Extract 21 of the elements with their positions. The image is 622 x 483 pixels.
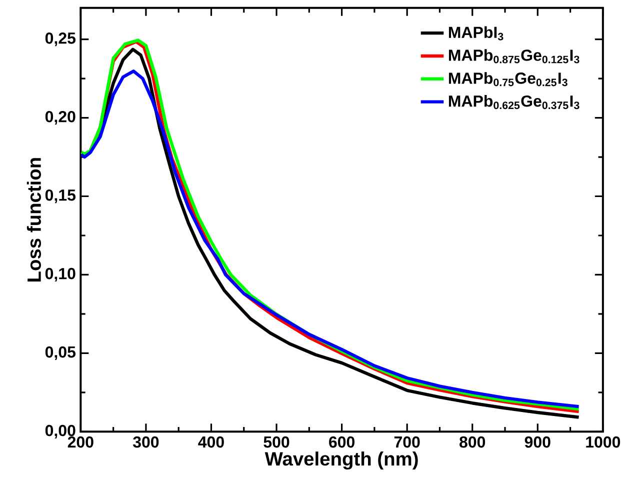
x-tick-label: 1000 — [586, 436, 620, 448]
x-tick-label: 400 — [198, 436, 224, 448]
x-tick-label: 300 — [132, 436, 159, 448]
x-tick-label: 600 — [329, 436, 354, 448]
y-tick-label: 0,00 — [45, 424, 76, 438]
x-tick-label: 500 — [264, 436, 290, 448]
y-tick-label: 0,15 — [45, 189, 76, 204]
y-tick-label: 0,05 — [45, 346, 76, 360]
x-tick-label: 700 — [394, 436, 420, 448]
legend-label: MAPb$_{0.875}$Ge$_{0.125}$I$_{3}$ — [448, 49, 580, 64]
y-tick-label: 0,10 — [45, 268, 76, 282]
y-tick-label: 0,25 — [45, 32, 76, 46]
legend-label: MAPb$_{0.75}$Ge$_{0.25}$I$_{3}$ — [448, 72, 568, 86]
y-axis-title: Loss function — [26, 158, 41, 282]
y-tick-label: 0,20 — [45, 110, 76, 125]
legend-label: MAPbI$_{3}$ — [448, 26, 504, 40]
x-tick-label: 800 — [460, 436, 486, 448]
legend-label: MAPb$_{0.625}$Ge$_{0.375}$I$_{3}$ — [448, 95, 580, 110]
x-tick-label: 200 — [68, 436, 94, 448]
x-axis-title: Wavelength (nm) — [264, 452, 418, 470]
x-tick-label: 900 — [524, 436, 550, 448]
